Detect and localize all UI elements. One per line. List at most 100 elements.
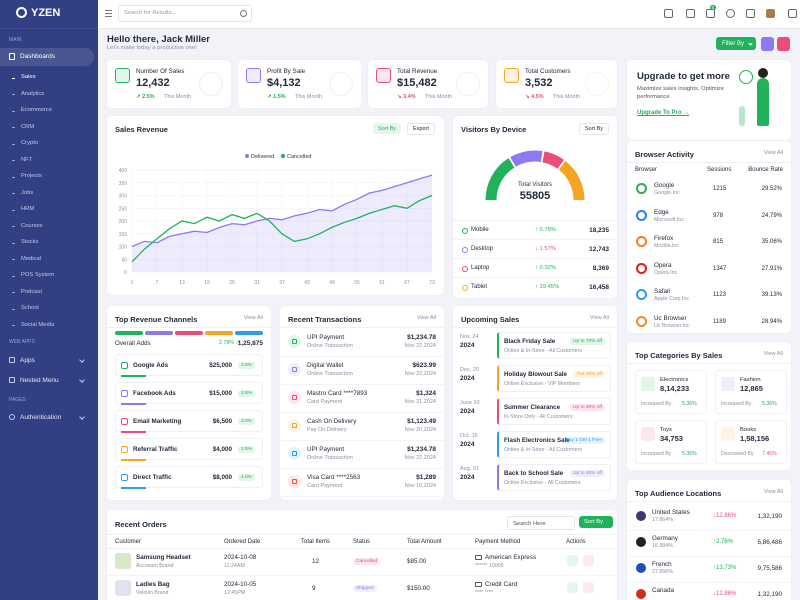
column-header: Status: [353, 539, 371, 545]
y-tick-label: 250: [119, 206, 128, 212]
browser-company: Mozilla.Inc: [654, 243, 680, 249]
submenu-item[interactable]: Crypto: [21, 140, 39, 146]
header-icon[interactable]: [706, 9, 715, 18]
transaction-glyph: [292, 395, 297, 400]
channel-share: 3.0%: [238, 418, 255, 425]
stat-label: Profit By Sale: [267, 68, 306, 75]
order-search[interactable]: Search Here: [507, 516, 575, 530]
submenu-item[interactable]: Projects: [21, 173, 42, 179]
card-divider: [627, 363, 791, 364]
browser-company: Apple Corp.Inc: [654, 296, 690, 302]
category-value: 8,14,233: [660, 384, 690, 393]
view-all-link[interactable]: View All: [243, 315, 263, 321]
x-tick-label: 67: [404, 280, 410, 286]
card-title: Top Audience Locations: [635, 489, 722, 498]
order-items: 9: [312, 585, 316, 592]
visitors-card: Visitors By Device Sort By Total Visitors 5…: [453, 116, 617, 298]
header-icon[interactable]: [686, 9, 695, 18]
category-tile: Books 1,58,156 Decreased By 7.45%: [715, 420, 787, 464]
view-all-link[interactable]: View All: [763, 489, 783, 495]
section-label: WEB APPS: [9, 339, 35, 345]
header-icon[interactable]: [788, 9, 797, 18]
upgrade-link[interactable]: Upgrade To Pro →: [637, 110, 690, 116]
view-all-link[interactable]: View All: [763, 150, 783, 156]
submenu-item[interactable]: Stocks: [21, 239, 39, 245]
submenu-item[interactable]: HRM: [21, 206, 35, 212]
menu-item[interactable]: Dashboards: [20, 53, 56, 60]
submenu-item[interactable]: Ecommerce: [21, 107, 52, 113]
sort-button[interactable]: Sort By: [579, 123, 610, 135]
stat-change: ↗ 1.5%: [267, 94, 286, 100]
payment-method: American Express: [485, 554, 537, 561]
header-icon[interactable]: [746, 9, 755, 18]
country-name: French: [652, 561, 672, 568]
view-all-link[interactable]: View All: [763, 351, 783, 357]
submenu-item[interactable]: Sales: [21, 74, 36, 80]
browser-icon: [636, 315, 647, 327]
channel-underline: [121, 403, 146, 405]
row-divider: [280, 384, 444, 385]
submenu-item[interactable]: Courses: [21, 222, 43, 229]
sort-button[interactable]: Sort By: [373, 123, 402, 134]
transaction-glyph: [292, 339, 297, 344]
menu-item[interactable]: Nested Menu: [20, 377, 59, 384]
category-change: 5.36%: [762, 401, 777, 407]
menu-icon: [9, 377, 15, 383]
upcoming-sales-card: Upcoming Sales View All Nov. 24 2024 Black F…: [453, 306, 617, 500]
sort-button[interactable]: Sort By: [579, 516, 614, 528]
submenu-dash: [12, 275, 15, 277]
header-divider: [107, 548, 617, 549]
delete-action[interactable]: [583, 555, 594, 566]
submenu-dash: [12, 77, 15, 79]
channel-underline: [121, 459, 146, 461]
browser-sessions: 815: [713, 239, 724, 245]
submenu-item[interactable]: Podcast: [21, 288, 42, 295]
search-placeholder: Search for Results...: [124, 10, 177, 16]
browser-sessions: 1189: [713, 318, 726, 325]
browser-icon: [636, 262, 647, 274]
card-title: Sales Revenue: [115, 125, 168, 134]
submenu-item[interactable]: CRM: [21, 123, 35, 130]
filter-button[interactable]: Filter By: [716, 37, 757, 50]
transaction-type: Online Transaction: [307, 455, 353, 461]
column-header: Sessions: [707, 167, 732, 173]
submenu-item[interactable]: Jobs: [21, 189, 34, 196]
transaction-amount: $1,234.78: [407, 446, 436, 453]
upgrade-text: Maximize sales insights. Optimize perfor…: [637, 86, 724, 100]
channel-icon: [121, 446, 128, 453]
stat-watermark: [456, 72, 480, 96]
delete-action[interactable]: [583, 582, 594, 593]
stat-change: ↘ 3.4%: [397, 94, 416, 100]
view-all-link[interactable]: View All: [416, 315, 436, 321]
greeting-subtitle: Let's make today a productive one!: [107, 45, 197, 51]
legend-marker: [245, 154, 249, 158]
submenu-item[interactable]: Social Media: [21, 321, 55, 328]
stat-icon: [115, 68, 130, 83]
browser-sessions: 978: [713, 212, 724, 219]
header-icon[interactable]: [664, 9, 673, 18]
row-divider: [453, 239, 617, 240]
card-divider: [627, 501, 791, 502]
search-box[interactable]: Search for Results...: [118, 5, 252, 22]
header-icon[interactable]: [766, 9, 775, 18]
submenu-item[interactable]: Analytics: [21, 90, 45, 97]
download-button[interactable]: [761, 37, 774, 51]
view-action[interactable]: [567, 555, 578, 566]
transaction-glyph: [292, 367, 297, 372]
transaction-glyph: [292, 423, 297, 428]
view-action[interactable]: [567, 582, 578, 593]
menu-item[interactable]: Apps: [20, 357, 35, 364]
channel-amount: $6,500: [212, 418, 232, 425]
view-all-link[interactable]: View All: [589, 315, 609, 321]
menu-item[interactable]: Authentication: [20, 414, 62, 421]
device-change: ↑ 0.32%: [535, 265, 556, 271]
header-icon[interactable]: [726, 9, 735, 18]
submenu-item[interactable]: Medical: [21, 255, 41, 262]
country-value: 1,32,190: [757, 513, 782, 520]
submenu-item[interactable]: POS System: [21, 272, 55, 278]
export-button[interactable]: Export: [407, 123, 435, 135]
share-button[interactable]: [777, 37, 790, 51]
submenu-item[interactable]: School: [21, 305, 39, 311]
orders-card: Recent Orders Search Here Sort By Customer O…: [107, 510, 617, 600]
submenu-item[interactable]: NFT: [21, 156, 33, 163]
